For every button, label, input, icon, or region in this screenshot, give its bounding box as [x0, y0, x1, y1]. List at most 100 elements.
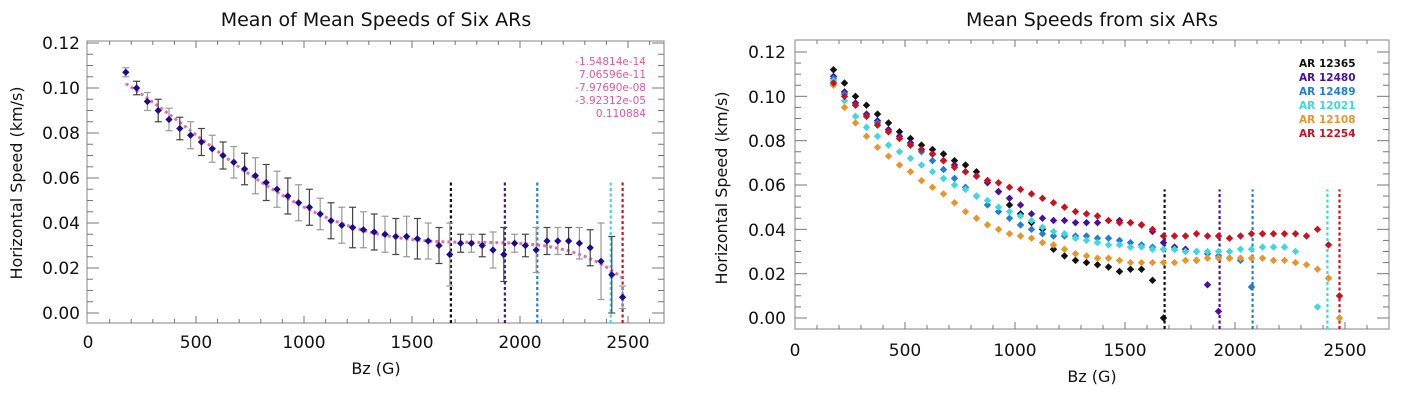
data-point [294, 199, 303, 207]
fit-coefficient: -7.97690e-08 [575, 82, 646, 94]
fit-coefficient: 7.06596e-11 [579, 69, 646, 81]
data-point [928, 167, 937, 176]
data-point [532, 246, 540, 254]
data-point [1071, 218, 1080, 227]
data-point [939, 174, 948, 183]
data-point [1192, 256, 1201, 265]
data-point [1082, 210, 1091, 218]
data-point [1313, 225, 1322, 234]
data-point [829, 79, 838, 87]
data-point [1038, 230, 1047, 238]
data-point [1170, 245, 1179, 254]
legend-item-ar-12480: AR 12480 [1299, 72, 1356, 84]
data-point [1148, 276, 1157, 285]
data-point [1027, 234, 1036, 242]
data-point [316, 210, 324, 218]
legend-item-ar-12108: AR 12108 [1299, 114, 1356, 126]
data-point [950, 181, 959, 189]
data-point [586, 244, 594, 252]
legend-item-ar-12254: AR 12254 [1299, 128, 1356, 140]
data-point [1115, 218, 1124, 227]
data-point [186, 131, 195, 139]
legend-item-ar-12489: AR 12489 [1299, 86, 1356, 98]
data-point [1324, 241, 1333, 249]
x-tick-label: 2500 [606, 333, 649, 353]
data-point [1038, 194, 1047, 203]
data-point [1005, 194, 1014, 203]
data-point [1005, 214, 1014, 222]
data-point [1181, 247, 1190, 256]
data-point [873, 132, 882, 140]
data-point [851, 119, 860, 127]
data-point [1181, 232, 1190, 240]
data-point [510, 239, 519, 247]
data-point [1082, 258, 1091, 267]
right-chart: Mean Speeds from six ARs AR 12365 AR 124… [712, 9, 1390, 386]
data-point [554, 237, 562, 245]
data-point [1291, 247, 1300, 256]
data-point [1016, 221, 1025, 229]
data-point [1170, 258, 1179, 267]
right-chart-title: Mean Speeds from six ARs [966, 9, 1218, 31]
data-point [961, 167, 970, 176]
data-point [1302, 261, 1311, 269]
y-tick-label: 0.02 [42, 259, 80, 279]
data-point [1038, 223, 1047, 231]
data-point [1005, 230, 1014, 238]
data-point [1060, 216, 1069, 225]
right-y-axis-label: Horizontal Speed (km/s) [712, 91, 731, 284]
data-point [1104, 241, 1113, 249]
data-point [851, 92, 860, 101]
data-point [884, 128, 893, 136]
data-point [1236, 254, 1245, 262]
data-point [1038, 238, 1047, 247]
data-point [1104, 216, 1113, 225]
legend-number: 12254 [1319, 128, 1356, 140]
data-point [873, 121, 882, 129]
data-point [392, 232, 400, 241]
data-point [1148, 245, 1157, 254]
data-point [240, 165, 249, 173]
legend-number: 12489 [1319, 86, 1356, 98]
y-tick-label: 0.08 [42, 124, 80, 144]
data-point [950, 163, 959, 171]
data-point [1093, 218, 1102, 227]
data-point [230, 158, 238, 166]
data-point [1071, 207, 1080, 216]
data-point [862, 112, 871, 121]
data-point [1016, 212, 1025, 220]
data-point [895, 161, 904, 169]
data-point [1060, 203, 1069, 211]
data-point [478, 241, 486, 250]
data-point [273, 185, 281, 193]
data-point [1236, 232, 1245, 240]
data-point [873, 110, 882, 118]
data-point [1093, 212, 1102, 220]
data-point [154, 106, 162, 115]
data-point [906, 154, 915, 163]
data-point [1214, 254, 1223, 262]
left-fit-curve [124, 82, 624, 280]
data-point [1159, 258, 1168, 267]
data-point [1093, 261, 1102, 269]
data-point [961, 185, 970, 194]
data-point [1148, 225, 1157, 234]
x-tick-label: 2000 [498, 333, 541, 353]
data-point [1335, 292, 1344, 300]
data-point [1071, 256, 1080, 265]
right-axis-ticks [795, 40, 1389, 329]
fit-coefficient: 0.110884 [596, 108, 646, 120]
data-point [884, 141, 893, 149]
fit-coefficient: -3.92312e-05 [575, 95, 646, 107]
data-point [1137, 221, 1146, 229]
data-point [413, 235, 422, 243]
data-point [928, 150, 937, 158]
fit-coefficient: -1.54814e-14 [575, 56, 646, 68]
data-point [1126, 258, 1135, 267]
data-point [939, 190, 948, 198]
data-point [1049, 216, 1058, 225]
data-point [1159, 245, 1168, 254]
data-point [176, 124, 184, 133]
data-point [1082, 252, 1091, 260]
right-data-points [829, 66, 1344, 322]
